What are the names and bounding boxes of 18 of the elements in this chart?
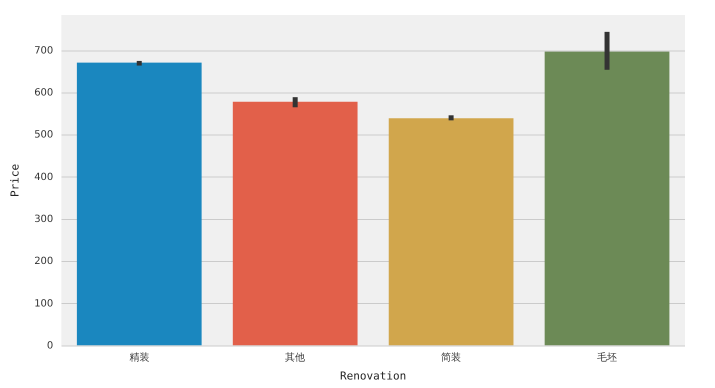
bar <box>388 118 514 346</box>
y-tick-label: 700 <box>34 45 54 56</box>
x-axis-title: Renovation <box>340 369 406 382</box>
x-tick-label: 简装 <box>441 351 462 364</box>
y-tick-label: 400 <box>34 172 54 183</box>
y-tick-label: 600 <box>34 88 54 99</box>
y-tick-label: 300 <box>34 214 54 225</box>
bar <box>544 52 670 346</box>
y-tick-label: 0 <box>46 340 54 352</box>
x-tick-label: 精装 <box>129 351 150 364</box>
x-tick-label: 其他 <box>285 351 306 364</box>
y-tick-label: 200 <box>34 256 54 268</box>
bar <box>76 62 202 346</box>
x-tick-label: 毛坯 <box>597 351 618 364</box>
y-tick-label: 100 <box>34 298 54 310</box>
y-axis-title: Price <box>8 164 22 197</box>
bar <box>232 102 358 346</box>
y-tick-label: 500 <box>34 130 54 141</box>
